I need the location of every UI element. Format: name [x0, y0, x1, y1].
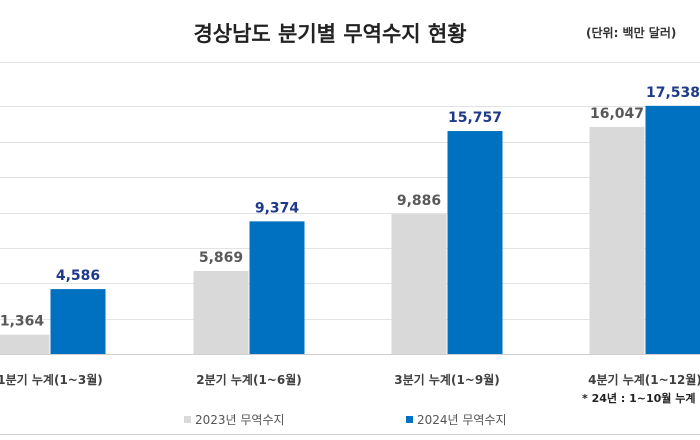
bar-2023-q2 [193, 270, 249, 354]
bar-2024-q2 [249, 221, 305, 354]
data-label-2024-q4: 17,538 [646, 85, 700, 101]
data-label-2024-q2: 9,374 [255, 200, 300, 216]
data-label-2023-q3: 9,886 [397, 193, 441, 209]
top-divider [0, 62, 700, 63]
data-label-2024-q3: 15,757 [448, 110, 502, 126]
legend-label-2023: 2023년 무역수지 [195, 413, 285, 427]
legend-swatch-2023 [184, 416, 191, 423]
legend-item-2024[interactable]: 2024년 무역수지 [406, 411, 507, 428]
bar-2024-q1 [50, 289, 106, 354]
category-label-q1: 1분기 누계(1~3월) [0, 372, 103, 387]
data-label-2024-q1: 4,586 [56, 268, 100, 284]
data-label-2023-q2: 5,869 [199, 250, 243, 266]
bar-2023-q3 [391, 214, 447, 354]
category-label-q4: 4분기 누계(1~12월) [588, 372, 700, 387]
bottom-divider [0, 434, 700, 435]
bar-2023-q1 [0, 334, 50, 354]
chart-title: 경상남도 분기별 무역수지 현황 [193, 22, 467, 46]
footnote: * 24년 : 1~10월 누계 [582, 392, 696, 405]
bar-2024-q4 [645, 105, 700, 354]
data-label-2023-q1: 1,364 [0, 314, 44, 330]
bar-2024-q3 [447, 131, 503, 354]
legend-label-2024: 2024년 무역수지 [417, 413, 507, 427]
legend-swatch-2024 [406, 416, 413, 423]
bar-2023-q4 [589, 126, 645, 354]
data-label-2023-q4: 16,047 [590, 106, 644, 122]
category-label-q2: 2분기 누계(1~6월) [196, 372, 301, 387]
category-label-q3: 3분기 누계(1~9월) [394, 372, 499, 387]
unit-note: (단위: 백만 달러) [586, 26, 677, 40]
legend-item-2023[interactable]: 2023년 무역수지 [184, 411, 285, 428]
